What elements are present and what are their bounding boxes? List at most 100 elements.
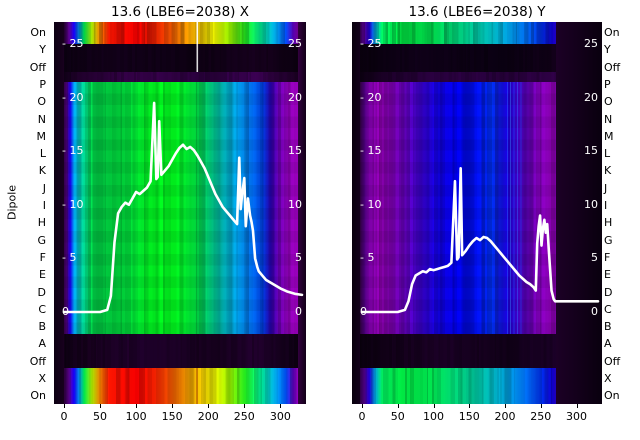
x-axis-left-ticklabel-200: 200 <box>197 410 219 423</box>
panel-title-y: 13.6 (LBE6=2038) Y <box>408 4 546 20</box>
cat-right-n-5: N <box>604 112 613 126</box>
x-axis-right-tickmark-100 <box>433 404 435 408</box>
y-tick-5: - 5 <box>62 251 77 265</box>
y-tick-right-25: 25 <box>584 37 598 50</box>
y-tick-right-0: 0 <box>591 305 598 318</box>
x-axis-right-tickmark-0 <box>362 404 363 408</box>
y-tick-15: - 15 <box>360 144 382 158</box>
y-tick-20: - 20 <box>62 90 84 104</box>
cat-left-k-8: K <box>38 164 46 178</box>
cat-left-f-13: F <box>39 250 46 264</box>
category-axis-left: On Y Off P O N M L K J I H G F E D C B A Off X On <box>6 0 46 440</box>
heatmap-margin <box>298 22 306 404</box>
y-tick-25: 25 <box>288 37 302 50</box>
x-axis-left-tickmark-150 <box>172 404 174 408</box>
cat-left-o-4: O <box>37 95 46 109</box>
x-axis-right-tickmark-150 <box>469 404 471 408</box>
y-tick-15: 15 <box>288 144 302 158</box>
y-tick-5: - 5 <box>360 251 375 265</box>
y-tick-20: 20 <box>288 90 302 104</box>
cat-right-c-16: C <box>604 302 612 316</box>
x-axis-left: 0 50 100 150 200 250 300 <box>54 404 306 434</box>
cat-left-d-15: D <box>37 285 46 299</box>
trace-polyline <box>360 167 600 314</box>
cat-left-l-7: L <box>39 147 46 161</box>
cat-right-off-19: Off <box>604 354 621 368</box>
y-tick-10: - 10 <box>360 197 382 211</box>
y-tick-10: 10 <box>288 197 302 211</box>
y-tick-15: - 15 <box>62 144 84 158</box>
trace-line-y <box>360 167 600 314</box>
cat-right-off-2: Off <box>604 60 621 74</box>
x-axis-left-ticklabel-0: 0 <box>60 410 68 423</box>
cat-left-b-17: B <box>38 320 46 334</box>
x-axis-left-tickmark-250 <box>244 404 246 408</box>
cat-right-x-20: X <box>604 372 612 385</box>
x-axis-left-tickmark-0 <box>64 404 65 408</box>
heatmap-panel-y[interactable]: 0 - 5 - 10 - 15 - 20 - 25 0 5 10 15 20 25 <box>352 22 602 404</box>
cat-right-d-15: D <box>604 285 613 299</box>
cat-left-y-1: Y <box>39 43 46 57</box>
category-axis-right: On Y Off P O N M L K J I H G F E D C B A Off X On <box>600 0 640 440</box>
cat-right-f-13: F <box>604 250 611 264</box>
cat-right-on-21: On <box>604 389 620 403</box>
x-axis-left-tickmark-50 <box>100 404 102 408</box>
y-tick-0: 0 <box>295 305 302 318</box>
heatmap-band <box>352 72 602 82</box>
cat-right-y-1: Y <box>604 43 611 57</box>
x-axis-right-ticklabel-250: 250 <box>530 410 552 423</box>
x-axis-right-tickmark-300 <box>576 404 578 408</box>
x-axis-right-ticklabel-0: 0 <box>358 410 366 423</box>
x-axis-right-ticklabel-100: 100 <box>423 410 444 423</box>
x-axis-right-tickmark-250 <box>540 404 542 408</box>
x-axis-right: 0 50 100 150 200 250 300 <box>352 404 602 434</box>
x-axis-right-ticklabel-300: 300 <box>566 410 588 423</box>
cat-left-i-10: I <box>42 199 46 212</box>
cat-left-off-19: Off <box>29 354 46 368</box>
cat-right-on-0: On <box>604 26 620 39</box>
y-tick-5: 5 <box>295 251 302 265</box>
cat-right-l-7: L <box>604 147 611 161</box>
x-axis-left-ticklabel-300: 300 <box>269 410 291 423</box>
cat-left-off-2: Off <box>29 60 46 74</box>
heatmap-margin <box>54 22 64 404</box>
x-axis-left-tickmark-200 <box>208 404 210 408</box>
trace-polyline <box>62 101 304 314</box>
cat-left-x-20: X <box>38 372 46 385</box>
x-axis-left-ticklabel-50: 50 <box>93 410 108 423</box>
y-tick-right-15: 15 <box>584 144 598 158</box>
heatmap-panel-x[interactable]: 0 - 5 - 10 - 15 - 20 - 25 0 5 10 15 20 25 <box>54 22 306 404</box>
cat-right-m-6: M <box>604 129 614 143</box>
x-axis-left-ticklabel-250: 250 <box>233 410 255 423</box>
cat-left-n-5: N <box>37 112 46 126</box>
heatmap-margin <box>352 22 360 404</box>
cat-left-m-6: M <box>36 129 47 143</box>
y-tick-0: 0 <box>62 305 69 318</box>
cat-left-c-16: C <box>38 302 46 316</box>
y-tick-right-5: 5 <box>591 251 598 265</box>
x-axis-right-tickmark-50 <box>397 404 399 408</box>
cat-right-j-9: J <box>604 181 608 195</box>
heatmap-margin <box>556 22 602 404</box>
heatmap-band <box>54 82 306 334</box>
x-axis-right-ticklabel-200: 200 <box>494 410 516 423</box>
y-tick-25: - 25 <box>62 37 84 50</box>
cat-left-e-14: E <box>39 268 46 282</box>
cat-right-k-8: K <box>604 164 612 178</box>
y-tick-25: - 25 <box>360 37 382 50</box>
y-tick-right-10: 10 <box>584 197 598 211</box>
y-tick-10: - 10 <box>62 197 84 211</box>
cat-left-on-0: On <box>30 26 46 39</box>
cat-right-b-17: B <box>604 320 612 334</box>
x-axis-right-tickmark-200 <box>505 404 507 408</box>
heatmap-band <box>54 72 306 82</box>
heatmap-band <box>352 22 602 44</box>
x-axis-right-ticklabel-50: 50 <box>390 410 405 423</box>
y-tick-right-20: 20 <box>584 90 598 104</box>
cat-right-p-3: P <box>604 77 611 91</box>
y-tick-0: 0 <box>360 305 367 318</box>
panel-title-x: 13.6 (LBE6=2038) X <box>111 4 249 20</box>
x-axis-left-tickmark-300 <box>280 404 282 408</box>
x-axis-left-ticklabel-150: 150 <box>161 410 183 423</box>
